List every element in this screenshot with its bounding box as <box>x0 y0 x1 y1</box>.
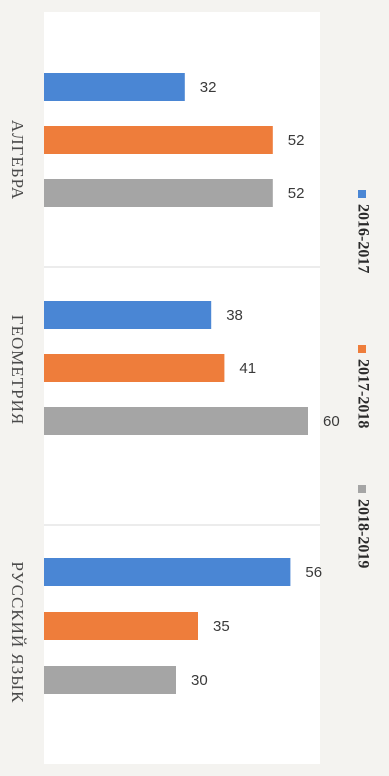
category-label: ГЕОМЕТРИЯ <box>8 315 27 425</box>
bar <box>44 407 308 435</box>
data-label: 60 <box>323 413 340 430</box>
legend-swatch <box>358 485 366 493</box>
bar <box>44 73 185 101</box>
legend-label: 2016-2017 <box>354 204 371 273</box>
category-label: АЛГЕБРА <box>8 120 27 200</box>
legend-swatch <box>358 345 366 353</box>
category-label: РУССКИЙ ЯЗЫК <box>8 562 27 704</box>
legend-label: 2018-2019 <box>354 499 371 568</box>
data-label: 41 <box>239 360 256 377</box>
bar <box>44 179 273 207</box>
data-label: 32 <box>200 79 217 96</box>
bar <box>44 612 198 640</box>
legend-swatch <box>358 190 366 198</box>
bar <box>44 558 291 586</box>
bar <box>44 354 225 382</box>
data-labels: 32 52 52 38 41 60 56 35 30 <box>191 79 340 689</box>
bar <box>44 301 212 329</box>
data-label: 52 <box>288 185 305 202</box>
bars <box>44 73 308 694</box>
category-labels: АЛГЕБРА ГЕОМЕТРИЯ РУССКИЙ ЯЗЫК <box>8 120 27 704</box>
plot-area <box>44 12 320 764</box>
bar <box>44 666 176 694</box>
data-label: 56 <box>305 564 322 581</box>
category-separators <box>44 266 320 526</box>
data-label: 35 <box>213 618 230 635</box>
legend: 2016-2017 2017-2018 2018-2019 <box>354 190 371 568</box>
bar <box>44 126 273 154</box>
legend-label: 2017-2018 <box>354 359 371 428</box>
data-label: 38 <box>226 307 243 324</box>
data-label: 30 <box>191 672 208 689</box>
data-label: 52 <box>288 132 305 149</box>
